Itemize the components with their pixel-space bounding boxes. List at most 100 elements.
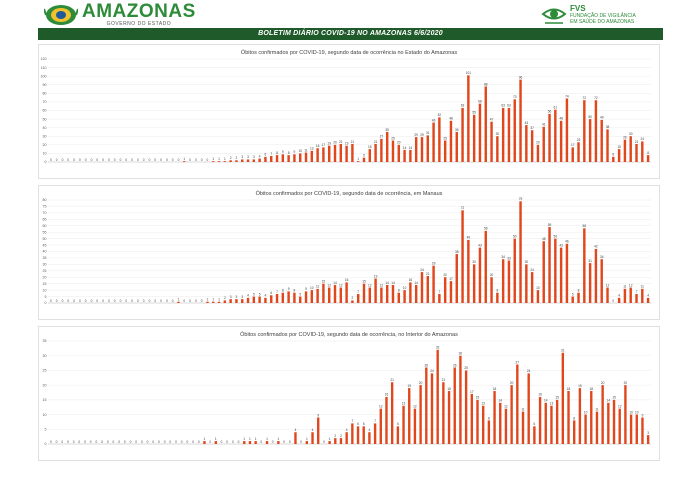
- bar: [223, 300, 227, 303]
- bar: [420, 272, 424, 303]
- data-label: 0: [192, 440, 194, 444]
- data-label: 14: [333, 281, 337, 285]
- data-label: 0: [164, 440, 166, 444]
- data-label: 1: [218, 157, 220, 161]
- data-label: 48: [449, 117, 453, 121]
- data-label: 19: [374, 274, 378, 278]
- data-label: 15: [362, 279, 366, 283]
- data-label: 17: [470, 390, 474, 394]
- chart-panel-interior: Óbitos confirmados por COVID-19, segundo…: [38, 326, 660, 461]
- data-label: 17: [449, 277, 453, 281]
- y-tick-label: 110: [41, 66, 47, 70]
- bar: [345, 145, 348, 162]
- data-label: 68: [478, 99, 482, 103]
- data-label: 0: [108, 299, 110, 303]
- data-label: 0: [160, 299, 162, 303]
- data-label: 10: [584, 410, 588, 414]
- data-label: 0: [189, 299, 191, 303]
- bar: [426, 135, 429, 162]
- bar: [530, 130, 534, 162]
- data-label: 7: [351, 419, 353, 423]
- bar: [536, 290, 540, 303]
- data-label: 18: [447, 387, 451, 391]
- bar: [618, 408, 621, 444]
- data-label: 2: [224, 296, 226, 300]
- data-label: 31: [561, 349, 565, 353]
- bar: [203, 441, 206, 444]
- bar: [588, 119, 592, 162]
- data-label: 3: [241, 295, 243, 299]
- data-label: 12: [618, 404, 622, 408]
- bar: [600, 119, 603, 162]
- data-label: 18: [589, 387, 593, 391]
- data-label: 4: [346, 428, 348, 432]
- data-label: 35: [455, 128, 459, 132]
- data-label: 0: [137, 158, 139, 162]
- data-label: 31: [588, 259, 592, 263]
- data-label: 12: [368, 283, 372, 287]
- data-label: 79: [519, 197, 523, 201]
- bar: [525, 264, 528, 303]
- bar: [617, 297, 621, 303]
- data-label: 0: [73, 440, 75, 444]
- data-label: 8: [276, 151, 278, 155]
- bar: [513, 238, 516, 303]
- bar: [600, 259, 603, 303]
- bar: [525, 125, 528, 162]
- data-label: 0: [158, 440, 160, 444]
- bar: [206, 301, 209, 303]
- bar: [607, 402, 610, 444]
- bar: [212, 161, 215, 162]
- data-label: 0: [183, 299, 185, 303]
- bar: [316, 148, 319, 162]
- bar: [481, 405, 485, 444]
- chart-title: Óbitos confirmados por COVID-19, segundo…: [241, 49, 457, 56]
- data-label: 21: [390, 378, 394, 382]
- data-label: 0: [79, 299, 81, 303]
- data-label: 0: [147, 440, 149, 444]
- data-label: 0: [172, 299, 174, 303]
- bar: [409, 149, 412, 162]
- y-tick-label: 45: [43, 243, 47, 247]
- data-label: 14: [544, 399, 548, 403]
- bar: [635, 414, 638, 444]
- data-label: 20: [624, 381, 628, 385]
- data-label: 8: [573, 416, 575, 420]
- data-label: 2: [334, 434, 336, 438]
- data-label: 16: [538, 393, 542, 397]
- data-label: 7: [438, 290, 440, 294]
- chart-panel-manaus: Óbitos confirmados por COVID-19, segundo…: [38, 185, 660, 320]
- data-label: 0: [124, 440, 126, 444]
- data-label: 72: [583, 96, 587, 100]
- bar: [641, 141, 644, 162]
- data-label: 29: [432, 261, 436, 265]
- chart-state-deaths: Óbitos confirmados por COVID-19, segundo…: [41, 49, 651, 164]
- bar: [414, 284, 418, 303]
- data-label: 2: [236, 156, 238, 160]
- data-label: 0: [175, 440, 177, 444]
- data-label: 37: [530, 126, 534, 130]
- amazonas-logo[interactable]: AMAZONAS GOVERNO DO ESTADO: [44, 2, 196, 27]
- data-label: 19: [327, 141, 331, 145]
- data-label: 11: [304, 148, 308, 152]
- bar: [304, 291, 308, 303]
- data-label: 17: [571, 143, 575, 147]
- data-label: 14: [391, 281, 395, 285]
- bar: [397, 292, 401, 303]
- bar: [501, 259, 505, 303]
- bar: [281, 154, 285, 162]
- data-label: 0: [160, 158, 162, 162]
- fvs-logo[interactable]: FVS FUNDAÇÃO DE VIGILÂNCIA EM SAÚDE DO A…: [541, 3, 636, 25]
- data-label: 5: [259, 292, 261, 296]
- bar: [470, 393, 474, 444]
- data-label: 0: [201, 158, 203, 162]
- bar: [455, 254, 458, 303]
- data-label: 49: [600, 116, 604, 120]
- bar: [258, 296, 261, 303]
- bar: [248, 441, 252, 444]
- data-label: 5: [299, 292, 301, 296]
- bar: [550, 405, 553, 444]
- data-label: 1: [278, 437, 280, 441]
- data-label: 0: [95, 440, 97, 444]
- data-label: 1: [224, 157, 226, 161]
